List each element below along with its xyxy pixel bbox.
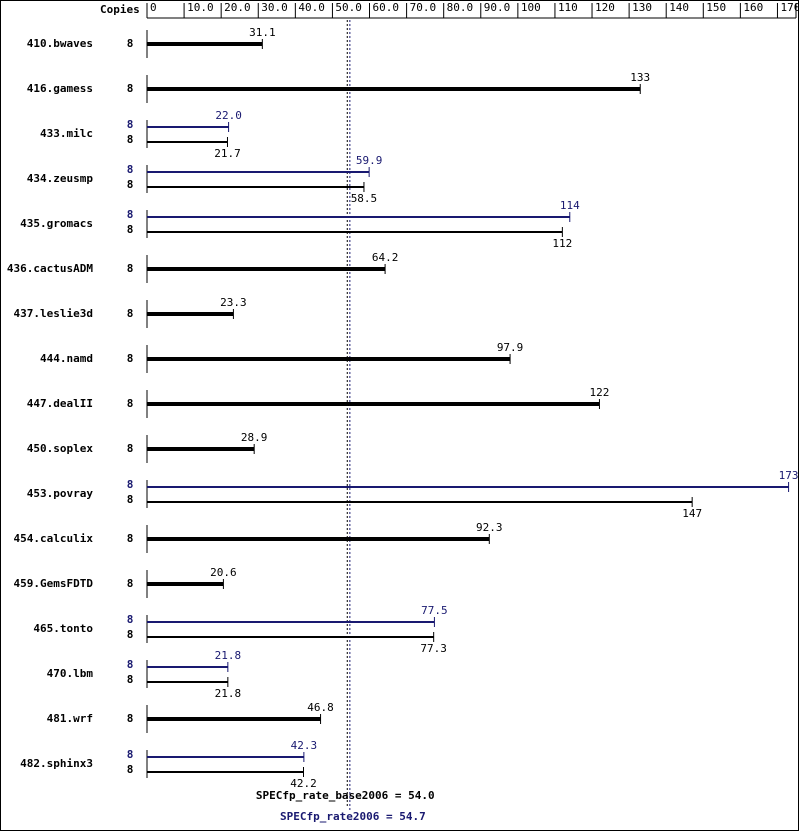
copies-label: 8 bbox=[127, 223, 134, 236]
reference-label: SPECfp_rate_base2006 = 54.0 bbox=[256, 789, 435, 802]
value-label: 21.7 bbox=[214, 147, 241, 160]
category-label: 433.milc bbox=[40, 127, 93, 140]
copies-label: 8 bbox=[127, 442, 134, 455]
category-label: 453.povray bbox=[27, 487, 94, 500]
copies-label: 8 bbox=[127, 628, 134, 641]
category-label: 450.soplex bbox=[27, 442, 94, 455]
value-label: 46.8 bbox=[307, 701, 334, 714]
category-label: 481.wrf bbox=[47, 712, 93, 725]
x-tick-label: 80.0 bbox=[447, 1, 474, 14]
copies-label: 8 bbox=[127, 163, 134, 176]
value-label: 58.5 bbox=[351, 192, 378, 205]
value-label: 23.3 bbox=[220, 296, 247, 309]
x-tick-label: 20.0 bbox=[224, 1, 251, 14]
x-tick-label: 60.0 bbox=[373, 1, 400, 14]
x-tick-label: 70.0 bbox=[410, 1, 437, 14]
copies-label: 8 bbox=[127, 673, 134, 686]
copies-label: 8 bbox=[127, 712, 134, 725]
value-label: 173 bbox=[779, 469, 799, 482]
copies-label: 8 bbox=[127, 208, 134, 221]
copies-label: 8 bbox=[127, 478, 134, 491]
value-label: 59.9 bbox=[356, 154, 383, 167]
copies-label: 8 bbox=[127, 352, 134, 365]
category-label: 482.sphinx3 bbox=[20, 757, 93, 770]
category-label: 454.calculix bbox=[14, 532, 94, 545]
value-label: 77.3 bbox=[420, 642, 447, 655]
category-label: 435.gromacs bbox=[20, 217, 93, 230]
value-label: 22.0 bbox=[215, 109, 242, 122]
value-label: 114 bbox=[560, 199, 580, 212]
value-label: 21.8 bbox=[215, 687, 242, 700]
value-label: 42.3 bbox=[291, 739, 318, 752]
value-label: 97.9 bbox=[497, 341, 524, 354]
copies-header: Copies bbox=[100, 3, 140, 16]
x-tick-label: 40.0 bbox=[298, 1, 325, 14]
category-label: 437.leslie3d bbox=[14, 307, 93, 320]
copies-label: 8 bbox=[127, 577, 134, 590]
copies-label: 8 bbox=[127, 82, 134, 95]
value-label: 147 bbox=[682, 507, 702, 520]
copies-label: 8 bbox=[127, 658, 134, 671]
category-label: 434.zeusmp bbox=[27, 172, 94, 185]
copies-label: 8 bbox=[127, 763, 134, 776]
value-label: 20.6 bbox=[210, 566, 237, 579]
x-tick-label: 10.0 bbox=[187, 1, 214, 14]
copies-label: 8 bbox=[127, 307, 134, 320]
x-tick-label: 30.0 bbox=[261, 1, 288, 14]
value-label: 133 bbox=[630, 71, 650, 84]
copies-label: 8 bbox=[127, 118, 134, 131]
category-label: 410.bwaves bbox=[27, 37, 93, 50]
x-tick-label: 0 bbox=[150, 1, 157, 14]
value-label: 64.2 bbox=[372, 251, 399, 264]
copies-label: 8 bbox=[127, 493, 134, 506]
value-label: 77.5 bbox=[421, 604, 448, 617]
copies-label: 8 bbox=[127, 178, 134, 191]
x-tick-label: 130 bbox=[632, 1, 652, 14]
value-label: 21.8 bbox=[215, 649, 242, 662]
value-label: 112 bbox=[552, 237, 572, 250]
x-tick-label: 110 bbox=[558, 1, 578, 14]
value-label: 42.2 bbox=[290, 777, 317, 790]
copies-label: 8 bbox=[127, 262, 134, 275]
category-label: 465.tonto bbox=[33, 622, 93, 635]
value-label: 92.3 bbox=[476, 521, 503, 534]
copies-label: 8 bbox=[127, 748, 134, 761]
x-tick-label: 50.0 bbox=[335, 1, 362, 14]
value-label: 122 bbox=[590, 386, 610, 399]
x-tick-label: 90.0 bbox=[484, 1, 511, 14]
copies-label: 8 bbox=[127, 613, 134, 626]
reference-label: SPECfp_rate2006 = 54.7 bbox=[280, 810, 426, 823]
category-label: 459.GemsFDTD bbox=[14, 577, 94, 590]
category-label: 444.namd bbox=[40, 352, 93, 365]
copies-label: 8 bbox=[127, 133, 134, 146]
copies-label: 8 bbox=[127, 397, 134, 410]
x-tick-label: 120 bbox=[595, 1, 615, 14]
category-label: 436.cactusADM bbox=[7, 262, 93, 275]
x-tick-label: 150 bbox=[706, 1, 726, 14]
category-label: 470.lbm bbox=[47, 667, 94, 680]
copies-label: 8 bbox=[127, 37, 134, 50]
x-tick-label: 170 bbox=[780, 1, 799, 14]
copies-label: 8 bbox=[127, 532, 134, 545]
category-label: 416.gamess bbox=[27, 82, 93, 95]
category-label: 447.dealII bbox=[27, 397, 93, 410]
value-label: 28.9 bbox=[241, 431, 268, 444]
x-tick-label: 140 bbox=[669, 1, 689, 14]
x-tick-label: 100 bbox=[521, 1, 541, 14]
value-label: 31.1 bbox=[249, 26, 276, 39]
x-tick-label: 160 bbox=[743, 1, 763, 14]
